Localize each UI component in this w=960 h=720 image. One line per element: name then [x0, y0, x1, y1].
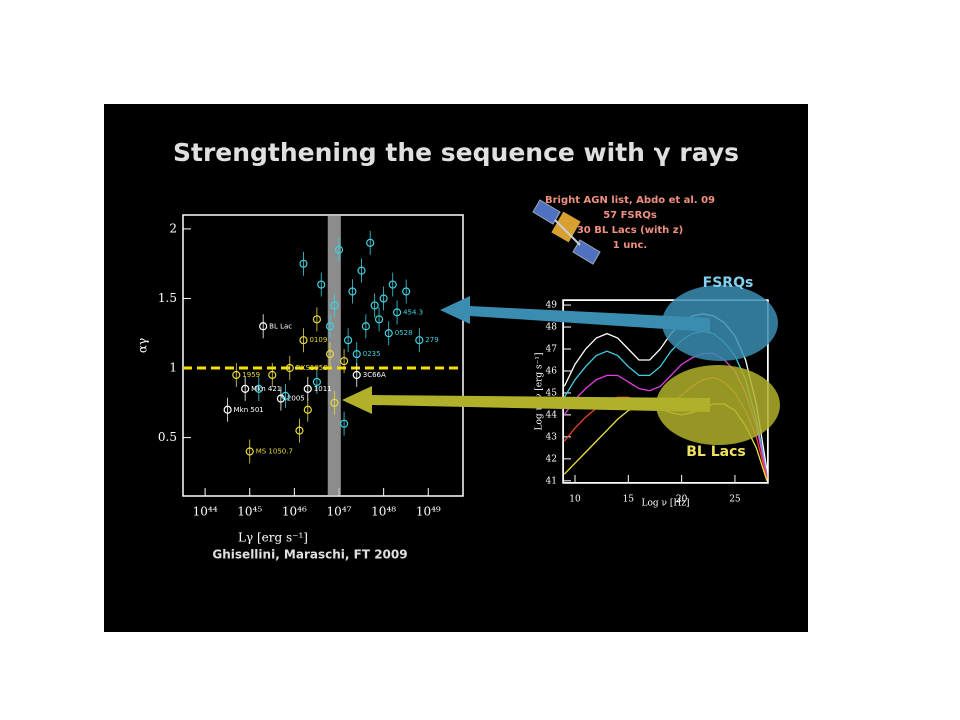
point — [285, 363, 294, 373]
point-label: 1011 — [314, 385, 332, 393]
point — [241, 384, 250, 393]
slide-title: Strengthening the sequence with γ rays — [173, 138, 739, 167]
x-tick-label: 10⁴⁴ — [193, 505, 218, 519]
y-tick-label: 49 — [546, 301, 558, 311]
point — [344, 336, 353, 345]
x-tick-label: 15 — [623, 495, 635, 505]
point — [312, 377, 322, 387]
x-tick-label: 25 — [729, 495, 741, 505]
y-tick-label: 1.5 — [158, 291, 177, 305]
x-tick-label: 10⁴⁸ — [371, 505, 396, 519]
point — [339, 419, 349, 428]
bllac-label: BL Lacs — [686, 444, 745, 460]
point — [334, 245, 344, 254]
y-tick-label: 47 — [546, 344, 558, 354]
note: Bright AGN list, Abdo et al. 09 — [545, 195, 715, 206]
point-label: 454.3 — [403, 308, 423, 316]
fsrq-label: FSRQs — [703, 275, 754, 291]
y-tick-label: 0.5 — [158, 430, 177, 444]
luminosity-band — [327, 216, 341, 495]
note: 57 FSRQs — [603, 210, 657, 221]
y-tick-label: 44 — [546, 410, 558, 420]
point — [388, 280, 397, 289]
point — [276, 394, 286, 403]
y-axis-label: Log νLν [erg s⁻¹] — [535, 352, 545, 430]
point — [415, 336, 424, 345]
point — [357, 266, 366, 275]
x-tick-label: 10⁴⁶ — [282, 505, 307, 519]
fsrq-arrow — [440, 296, 710, 332]
y-tick-label: 2 — [169, 221, 177, 235]
point-label: 0109 — [309, 336, 327, 344]
point — [384, 329, 393, 338]
point — [379, 294, 388, 303]
point — [348, 287, 357, 296]
point-label: 0528 — [395, 329, 413, 337]
y-tick-label: 48 — [546, 323, 558, 333]
point — [281, 391, 290, 400]
x-tick-label: 10 — [569, 495, 581, 505]
y-tick-label: 42 — [546, 454, 557, 464]
point — [366, 238, 375, 247]
point-label: 279 — [425, 336, 438, 344]
point — [339, 356, 349, 366]
bllac-highlight — [656, 365, 780, 445]
point-label: BL Lac — [269, 322, 292, 330]
fsrq-highlight — [662, 285, 778, 361]
point — [295, 426, 304, 435]
point — [317, 280, 326, 289]
point — [299, 336, 308, 345]
y-tick-label: 41 — [546, 476, 557, 486]
point — [330, 398, 339, 407]
point — [254, 384, 263, 393]
point — [232, 370, 241, 380]
x-tick-label: 10⁴⁹ — [416, 505, 441, 519]
point — [245, 447, 254, 456]
x-axis-label: Log ν [Hz] — [642, 499, 690, 509]
y-tick-label: 1 — [169, 361, 177, 375]
credit: Ghisellini, Maraschi, FT 2009 — [212, 548, 407, 562]
point — [223, 405, 232, 414]
x-tick-label: 20 — [676, 495, 688, 505]
satellite-icon — [532, 199, 601, 265]
point-label: 2005 — [287, 395, 305, 403]
chart: 10⁴⁴ 10⁴⁵ 10⁴⁶ 10⁴⁷ 10⁴⁸ 10⁴⁹ 0.5 1 1.5 2 Lγ [erg … — [136, 214, 464, 545]
point-label: 1959 — [242, 371, 260, 379]
x-axis-label: Lγ [erg s⁻¹] — [238, 531, 308, 545]
point — [374, 315, 384, 324]
plot-frame — [182, 214, 464, 497]
point — [402, 287, 411, 296]
point — [303, 405, 312, 414]
point — [370, 301, 379, 310]
y-axis-label: αγ — [136, 338, 150, 353]
point-label: Mkn 501 — [234, 406, 264, 414]
point — [361, 322, 370, 331]
point-label: RXS1058 — [296, 364, 328, 372]
point — [268, 370, 277, 380]
bllac-arrow — [342, 386, 710, 414]
point — [299, 259, 308, 268]
note: 30 BL Lacs (with z) — [577, 225, 683, 236]
y-tick-label: 46 — [546, 366, 558, 376]
point-label: 0235 — [363, 350, 381, 358]
point — [352, 370, 361, 380]
y-tick-label: 45 — [546, 388, 558, 398]
point — [330, 301, 339, 310]
point — [303, 384, 312, 393]
point — [259, 322, 268, 331]
y-tick-label: 43 — [546, 432, 558, 442]
point — [352, 350, 361, 359]
point-label: 3C66A — [363, 371, 386, 379]
x-tick-label: 10⁴⁵ — [237, 505, 262, 519]
x-tick-label: 10⁴⁷ — [327, 505, 352, 519]
point — [312, 315, 322, 324]
point — [392, 308, 402, 317]
note: 1 unc. — [613, 240, 647, 251]
point-label: Mkn 421 — [251, 385, 281, 393]
point-label: MS 1050.7 — [256, 447, 293, 455]
point — [325, 322, 335, 331]
point — [325, 350, 335, 359]
